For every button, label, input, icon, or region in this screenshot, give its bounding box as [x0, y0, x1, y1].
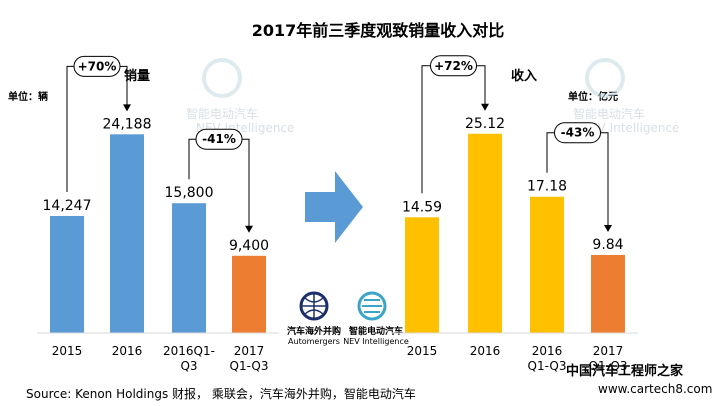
automergers-logo: 汽车海外并购 Automergers [287, 291, 341, 346]
automergers-cn-label: 汽车海外并购 [287, 325, 341, 337]
x-tick-label-2: Q3 [180, 359, 197, 373]
x-tick-label-3: 2017 [234, 344, 265, 358]
bar-revenue-3 [591, 254, 625, 333]
bar-revenue-2 [530, 196, 564, 333]
arrow-head-icon [604, 224, 612, 232]
nev-logo-mark [202, 58, 242, 98]
change-label: -41% [202, 132, 236, 146]
change-label: +72% [434, 59, 473, 73]
chart-title: 2017年前三季度观致销量收入对比 [252, 21, 505, 40]
x-tick-label-3: 2017 [593, 344, 624, 358]
data-label-1: 25.12 [465, 116, 505, 132]
sales-chart-title: 销量 [124, 68, 150, 84]
data-label-0: 14,247 [43, 198, 92, 214]
x-tick-label-0: 2015 [52, 344, 83, 358]
data-label-1: 24,188 [103, 116, 152, 132]
watermark-nev-cn: 智能电动汽车 [186, 106, 258, 121]
revenue-unit-label: 单位：亿元 [568, 90, 618, 103]
site-watermark-cn: 中国汽车工程师之家 [566, 363, 684, 379]
change-badge [73, 55, 121, 77]
change-badge [554, 122, 601, 144]
x-tick-label-3: Q1-Q3 [589, 359, 628, 373]
automergers-en-label: Automergers [288, 337, 340, 346]
arrow-head-icon [481, 103, 489, 111]
data-label-2: 17.18 [527, 179, 567, 195]
source-note: Source: Kenon Holdings 财报， 乘联会，汽车海外并购，智能… [26, 386, 416, 401]
data-label-2: 15,800 [165, 185, 214, 201]
change-badge [195, 128, 243, 150]
x-tick-label-1: 2016 [112, 344, 143, 358]
x-tick-label-2: 2016Q1- [163, 344, 215, 358]
bar-sales-2 [172, 203, 206, 333]
sales-unit-label: 单位：辆 [8, 90, 48, 103]
sales-chart: 14,247 2015 24,188 2016 15,800 2016Q1-Q3 9,400… [37, 55, 279, 373]
transition-arrow-icon [305, 171, 363, 243]
bar-revenue-0 [405, 217, 439, 333]
x-tick-label-3: Q1-Q3 [230, 359, 269, 373]
nev-en-label: NEV Intelligence [343, 337, 409, 346]
bar-sales-1 [110, 134, 144, 333]
revenue-chart-title: 收入 [511, 68, 537, 84]
site-watermark-url: www.cartech8.com [598, 382, 712, 396]
nev-logo-mark-right [585, 58, 625, 98]
watermark-nev-en-right: NEV Intelligence [581, 121, 679, 135]
x-tick-label-2: 2016 [532, 344, 563, 358]
watermark-group: 智能电动汽车 NEV Intelligence 智能电动汽车 NEV Intel… [186, 58, 679, 135]
data-label-3: 9.84 [592, 237, 623, 253]
watermark-nev-cn-right: 智能电动汽车 [573, 106, 645, 121]
data-label-3: 9,400 [229, 238, 269, 254]
arrow-head-icon [245, 225, 253, 233]
bar-sales-0 [50, 215, 84, 333]
nev-icon [357, 291, 387, 321]
bar-sales-3 [232, 255, 266, 333]
revenue-chart: 14.59201525.12201617.182016Q1-Q39.842017… [392, 55, 638, 373]
x-tick-label-0: 2015 [407, 344, 438, 358]
data-label-0: 14.59 [402, 199, 442, 215]
x-tick-label-1: 2016 [470, 344, 501, 358]
change-label: -43% [561, 126, 595, 140]
nev-cn-label: 智能电动汽车 [349, 325, 403, 337]
change-label: +70% [78, 59, 117, 73]
x-tick-label-2: Q1-Q3 [528, 359, 567, 373]
arrow-head-icon [123, 104, 131, 112]
nev-intelligence-logo: 智能电动汽车 NEV Intelligence [343, 291, 409, 346]
change-badge [430, 55, 477, 77]
bar-revenue-1 [468, 133, 502, 333]
